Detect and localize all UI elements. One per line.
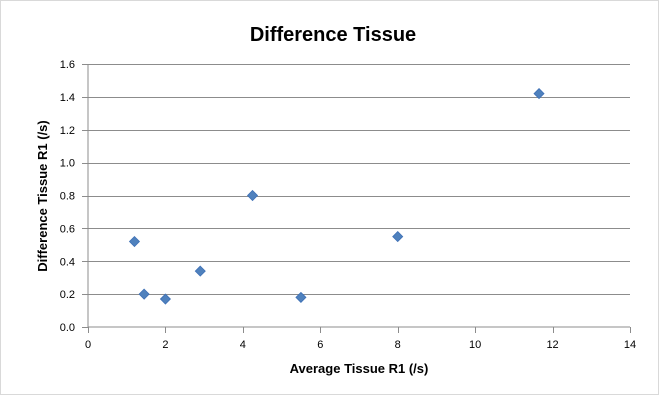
data-point-3 — [159, 293, 171, 305]
data-point-2 — [138, 288, 150, 300]
data-point-6 — [295, 291, 307, 303]
x-tick-label-7: 14 — [624, 339, 636, 351]
axes — [82, 64, 631, 333]
x-tick-label-2: 4 — [240, 339, 246, 351]
y-tick-labels: 0.0 0.2 0.4 0.6 0.8 1.0 1.2 1.4 1.6 — [60, 59, 75, 334]
x-tick-label-4: 8 — [395, 339, 401, 351]
data-point-4 — [194, 265, 206, 277]
data-point-1 — [128, 235, 141, 248]
y-tick-label-5: 1.0 — [60, 158, 75, 170]
y-tick-label-3: 0.6 — [60, 223, 75, 235]
y-tick-label-1: 0.2 — [60, 289, 75, 301]
y-tick-label-0: 0.0 — [60, 322, 75, 334]
data-points — [128, 88, 545, 305]
x-axis-title: Average Tissue R1 (/s) — [290, 361, 429, 376]
data-point-7 — [392, 231, 404, 243]
x-tick-label-3: 6 — [317, 339, 323, 351]
x-tick-label-5: 10 — [469, 339, 481, 351]
x-tick-label-1: 2 — [162, 339, 168, 351]
chart-title: Difference Tissue — [250, 24, 416, 46]
y-tick-label-2: 0.4 — [60, 256, 75, 268]
y-tick-label-4: 0.8 — [60, 191, 75, 203]
x-tick-label-6: 12 — [546, 339, 558, 351]
data-point-5 — [246, 189, 259, 202]
gridlines — [88, 64, 630, 295]
y-tick-label-7: 1.4 — [60, 92, 75, 104]
data-point-8 — [533, 88, 545, 100]
y-axis-title: Difference Tissue R1 (/s) — [35, 120, 50, 271]
y-tick-label-8: 1.6 — [60, 59, 75, 71]
x-tick-labels: 0 2 4 6 8 10 12 14 — [85, 339, 636, 351]
x-tick-label-0: 0 — [85, 339, 91, 351]
y-tick-label-6: 1.2 — [60, 125, 75, 137]
